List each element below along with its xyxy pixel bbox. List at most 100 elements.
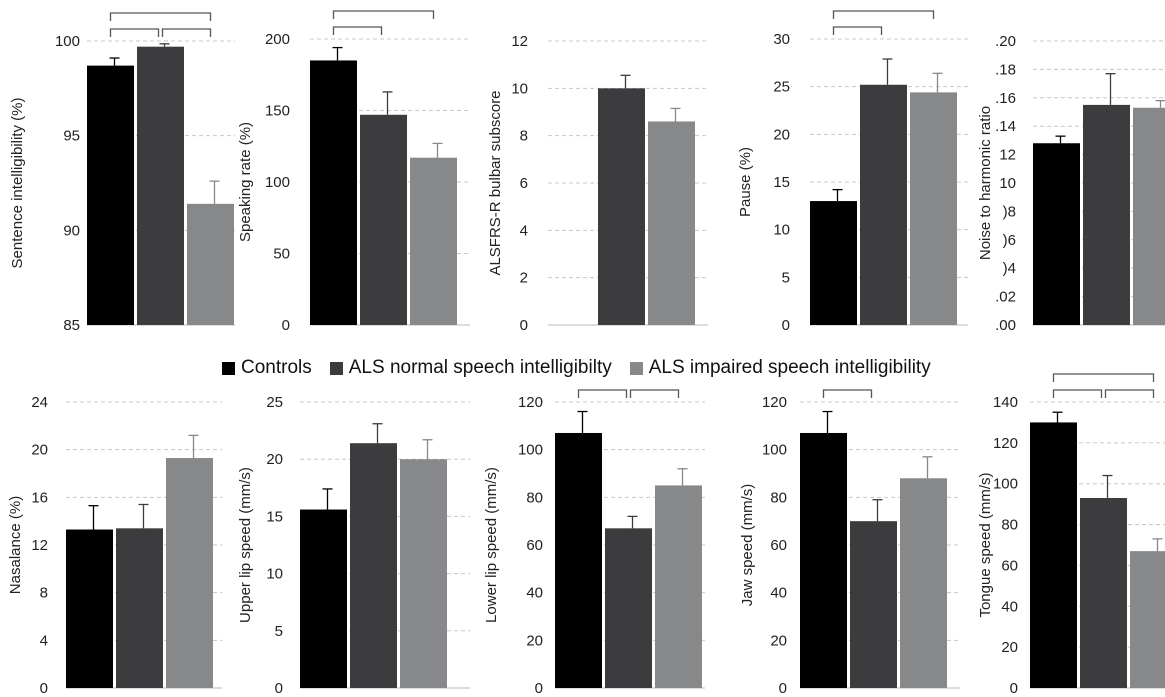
legend-item-als-impaired: ALS impaired speech intelligibility bbox=[629, 357, 931, 379]
chart-panel-10: 0 20 40 60 80 100 120 140 Tongue speed (mm/s) bbox=[977, 373, 1165, 697]
significance-bracket bbox=[822, 389, 873, 398]
legend-label-als-impaired: ALS impaired speech intelligibility bbox=[648, 357, 931, 378]
y-tick-label: )6 bbox=[1003, 232, 1016, 249]
y-tick-label: 10 bbox=[511, 80, 528, 97]
y-tick-label: .14 bbox=[995, 118, 1016, 135]
y-tick-label: 20 bbox=[773, 126, 790, 143]
y-tick-label: 4 bbox=[40, 632, 48, 649]
y-tick-label: 0 bbox=[535, 680, 543, 697]
y-tick-label: 15 bbox=[773, 174, 790, 191]
bar-als-impaired bbox=[410, 157, 457, 325]
y-tick-label: 25 bbox=[773, 79, 790, 96]
y-tick-label: 20 bbox=[526, 632, 543, 649]
bar-controls bbox=[66, 529, 113, 688]
chart-panel-6: 0 4 8 12 16 20 24 Nasalance (%) bbox=[7, 394, 222, 697]
y-tick-label: 200 bbox=[265, 31, 290, 48]
bar-als-impaired bbox=[900, 478, 947, 688]
bar-controls bbox=[1030, 422, 1077, 688]
legend-swatch-als-normal bbox=[329, 361, 343, 375]
legend-item-als-normal: ALS normal speech intelligibilty bbox=[329, 357, 612, 379]
y-tick-label: 12 bbox=[999, 147, 1016, 164]
legend-label-als-normal: ALS normal speech intelligibilty bbox=[348, 357, 612, 378]
y-tick-label: 10 bbox=[773, 222, 790, 239]
bar-als-impaired bbox=[655, 485, 702, 688]
y-tick-label: .00 bbox=[995, 317, 1016, 334]
bar-als-impaired bbox=[648, 121, 695, 325]
y-tick-label: 24 bbox=[31, 394, 48, 411]
bar-als-normal bbox=[350, 443, 397, 688]
chart-panel-2: 0 50 100 150 200 Speaking rate (%) bbox=[237, 10, 470, 334]
chart-panel-1: 85 90 95 100 Sentence intelligibility (%) bbox=[9, 12, 235, 334]
significance-bracket bbox=[332, 26, 383, 35]
y-tick-label: 12 bbox=[511, 33, 528, 50]
y-axis-label: Pause (%) bbox=[737, 147, 754, 217]
y-tick-label: 40 bbox=[1001, 598, 1018, 615]
y-tick-label: 6 bbox=[520, 175, 528, 192]
bar-als-normal bbox=[1083, 104, 1130, 326]
y-axis-label: Jaw speed (mm/s) bbox=[739, 484, 756, 607]
y-axis-label: Upper lip speed (mm/s) bbox=[237, 467, 254, 623]
y-tick-label: 5 bbox=[782, 269, 790, 286]
significance-bracket bbox=[1052, 389, 1103, 398]
significance-bracket bbox=[832, 26, 883, 35]
significance-bracket bbox=[109, 12, 212, 21]
significance-bracket bbox=[1104, 389, 1155, 398]
y-tick-label: 80 bbox=[526, 489, 543, 506]
y-tick-label: 5 bbox=[275, 623, 283, 640]
y-tick-label: 80 bbox=[1001, 517, 1018, 534]
y-tick-label: 15 bbox=[266, 508, 283, 525]
y-tick-label: 8 bbox=[520, 128, 528, 145]
y-tick-label: 0 bbox=[282, 317, 290, 334]
chart-panel-8: 0 20 40 60 80 100 120 Lower lip speed (mm/s) bbox=[483, 389, 705, 697]
y-tick-label: 16 bbox=[31, 489, 48, 506]
legend-item-controls: Controls bbox=[222, 357, 312, 379]
y-tick-label: 0 bbox=[520, 317, 528, 334]
y-tick-label: 4 bbox=[520, 222, 528, 239]
y-tick-label: 150 bbox=[265, 103, 290, 120]
y-tick-label: 100 bbox=[55, 33, 80, 50]
y-tick-label: .16 bbox=[995, 90, 1016, 107]
bar-controls bbox=[555, 432, 602, 688]
bar-als-normal bbox=[605, 528, 652, 688]
chart-panel-3: 0 2 4 6 8 10 12 ALSFRS-R bulbar subscore bbox=[487, 33, 708, 334]
y-tick-label: 100 bbox=[265, 174, 290, 191]
y-tick-label: 30 bbox=[773, 31, 790, 48]
legend-swatch-als-impaired bbox=[629, 361, 643, 375]
bar-controls bbox=[300, 509, 347, 688]
y-tick-label: 20 bbox=[31, 442, 48, 459]
bar-als-normal bbox=[860, 84, 907, 325]
y-tick-label: 120 bbox=[993, 435, 1018, 452]
significance-bracket bbox=[577, 389, 628, 398]
y-axis-label: Sentence intelligibility (%) bbox=[9, 98, 26, 269]
y-tick-label: 60 bbox=[770, 537, 787, 554]
y-tick-label: 100 bbox=[518, 442, 543, 459]
y-tick-label: )8 bbox=[1003, 203, 1016, 220]
significance-bracket bbox=[161, 28, 212, 37]
chart-panel-9: 0 20 40 60 80 100 120 Jaw speed (mm/s) bbox=[739, 389, 960, 697]
y-tick-label: 120 bbox=[518, 394, 543, 411]
y-tick-label: 2 bbox=[520, 270, 528, 287]
bar-als-impaired bbox=[187, 203, 234, 325]
y-axis-label: ALSFRS-R bulbar subscore bbox=[487, 90, 504, 275]
bar-als-impaired bbox=[1133, 107, 1165, 326]
chart-panel-5: .00 .02)4)6)8 10 12 .14 .16 .18 .20 Noise to har… bbox=[977, 33, 1165, 334]
y-tick-label: 100 bbox=[762, 442, 787, 459]
y-tick-label: 85 bbox=[63, 317, 80, 334]
chart-panel-7: 0 5 10 15 20 25 Upper lip speed (mm/s) bbox=[237, 394, 470, 697]
y-tick-label: 100 bbox=[993, 476, 1018, 493]
y-tick-label: 60 bbox=[1001, 557, 1018, 574]
bar-controls bbox=[310, 60, 357, 325]
bar-als-normal bbox=[1080, 498, 1127, 688]
bar-als-normal bbox=[137, 46, 184, 326]
y-tick-label: 8 bbox=[40, 585, 48, 602]
significance-bracket bbox=[832, 10, 935, 19]
y-axis-label: Speaking rate (%) bbox=[237, 122, 254, 242]
bar-als-impaired bbox=[400, 459, 447, 688]
y-tick-label: 10 bbox=[266, 566, 283, 583]
y-tick-label: 0 bbox=[1010, 680, 1018, 697]
significance-bracket bbox=[629, 389, 680, 398]
bar-als-normal bbox=[360, 114, 407, 325]
y-tick-label: 0 bbox=[779, 680, 787, 697]
y-tick-label: .18 bbox=[995, 61, 1016, 78]
